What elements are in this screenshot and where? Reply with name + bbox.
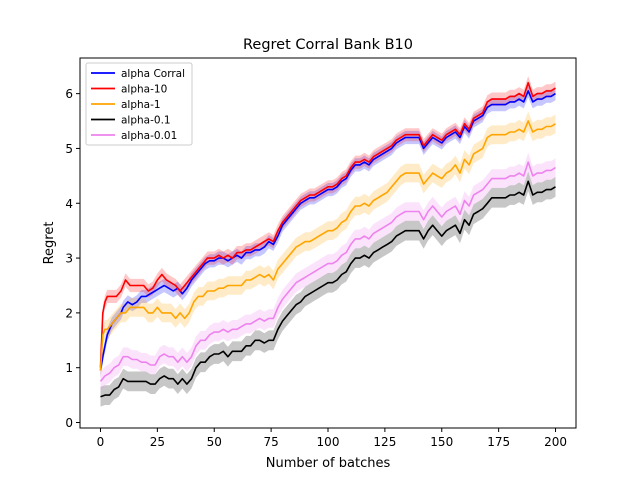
y-tick-label: 5 [65, 142, 73, 156]
x-tick-label: 100 [317, 435, 340, 449]
y-axis-ticks: 0 1 2 3 4 5 6 [65, 87, 80, 430]
line-series-3 [100, 180, 556, 398]
y-tick-label: 2 [65, 306, 73, 320]
x-tick-label: 25 [150, 435, 165, 449]
x-tick-label: 125 [373, 435, 396, 449]
x-tick-label: 175 [487, 435, 510, 449]
legend-entry: alpha-0.01 [121, 130, 177, 142]
band-series-3 [100, 171, 556, 407]
y-tick-label: 3 [65, 252, 73, 266]
legend: alpha Corral alpha-10 alpha-1 alpha-0.1 alph… [85, 62, 193, 146]
x-tick-label: 200 [544, 435, 567, 449]
x-axis-label: Number of batches [266, 456, 391, 471]
line-series-1 [99, 81, 556, 368]
x-axis-ticks: 0 25 50 75 100 125 150 175 200 [97, 428, 567, 449]
line-series-0 [99, 90, 556, 371]
x-tick-label: 150 [430, 435, 453, 449]
x-tick-label: 75 [263, 435, 278, 449]
y-tick-label: 1 [65, 361, 73, 375]
x-tick-label: 0 [97, 435, 105, 449]
x-tick-label: 50 [207, 435, 222, 449]
y-axis-label: Regret [42, 222, 57, 265]
legend-entry: alpha-10 [121, 83, 167, 95]
series-lines [99, 81, 556, 398]
y-tick-label: 6 [65, 87, 73, 101]
legend-box [85, 62, 193, 146]
band-series-4 [100, 152, 556, 391]
legend-entry: alpha-1 [121, 99, 161, 111]
line-series-2 [99, 120, 556, 371]
legend-entry: alpha-0.1 [121, 114, 171, 126]
chart-title: Regret Corral Bank B10 [243, 37, 413, 53]
y-tick-label: 4 [65, 197, 73, 211]
y-tick-label: 0 [65, 416, 73, 430]
legend-entry: alpha Corral [121, 68, 185, 80]
line-series-4 [99, 161, 556, 382]
